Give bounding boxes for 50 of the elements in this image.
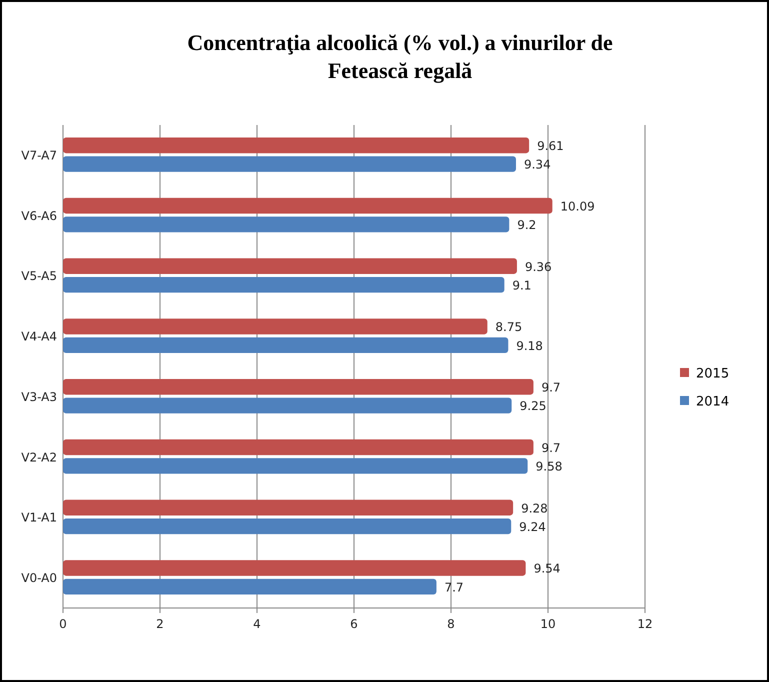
y-tick-label: V1-A1 [21, 510, 57, 525]
y-tick-label: V3-A3 [21, 390, 57, 404]
x-tick-label: 8 [447, 617, 455, 631]
data-label: 9.7 [541, 380, 561, 395]
x-tick-label: 6 [350, 617, 358, 631]
bar [63, 337, 508, 354]
y-tick-label: V0-A0 [21, 571, 57, 586]
x-tick-label: 4 [253, 617, 261, 631]
x-tick-label: 10 [540, 617, 556, 631]
y-tick-label: V7-A7 [21, 148, 57, 162]
data-label: 9.58 [536, 460, 562, 474]
bar [63, 258, 517, 274]
bar [63, 318, 488, 334]
bar [63, 276, 504, 293]
data-label: 9.28 [521, 501, 548, 516]
bar [63, 458, 528, 474]
bar [63, 216, 510, 232]
x-tick-label: 0 [59, 617, 67, 631]
data-label: 9.61 [537, 139, 564, 154]
y-tick-label: V6-A6 [21, 208, 57, 223]
bar [63, 560, 526, 576]
data-label: 9.34 [524, 158, 551, 172]
bar [63, 378, 534, 395]
data-label: 9.2 [517, 218, 536, 232]
bar [63, 578, 436, 595]
data-label: 9.54 [534, 562, 560, 576]
data-label: 10.09 [560, 199, 595, 214]
bar [63, 156, 516, 172]
legend-label: 2014 [696, 394, 730, 410]
data-label: 9.7 [541, 440, 561, 455]
bar [63, 398, 512, 414]
y-tick-label: V4-A4 [21, 330, 57, 344]
bar [63, 439, 534, 456]
data-label: 9.36 [524, 260, 552, 274]
data-label: 7.7 [444, 580, 464, 594]
x-tick-label: 2 [156, 617, 164, 631]
data-label: 9.1 [512, 278, 532, 292]
x-tick-label: 12 [637, 617, 653, 631]
data-label: 8.75 [495, 320, 522, 334]
bar [63, 198, 552, 214]
bar [63, 137, 530, 154]
y-tick-label: V5-A5 [21, 269, 57, 284]
bar [63, 518, 512, 534]
data-label: 9.24 [519, 520, 546, 534]
bar [63, 500, 514, 516]
chart-title: Concentraţia alcoolică (% vol.) a vinurilor de Fetească regală [187, 30, 613, 83]
y-tick-label: V2-A2 [21, 450, 57, 464]
data-label: 9.25 [520, 399, 546, 414]
data-label: 9.18 [516, 338, 543, 353]
legend-label: 2015 [696, 366, 730, 382]
